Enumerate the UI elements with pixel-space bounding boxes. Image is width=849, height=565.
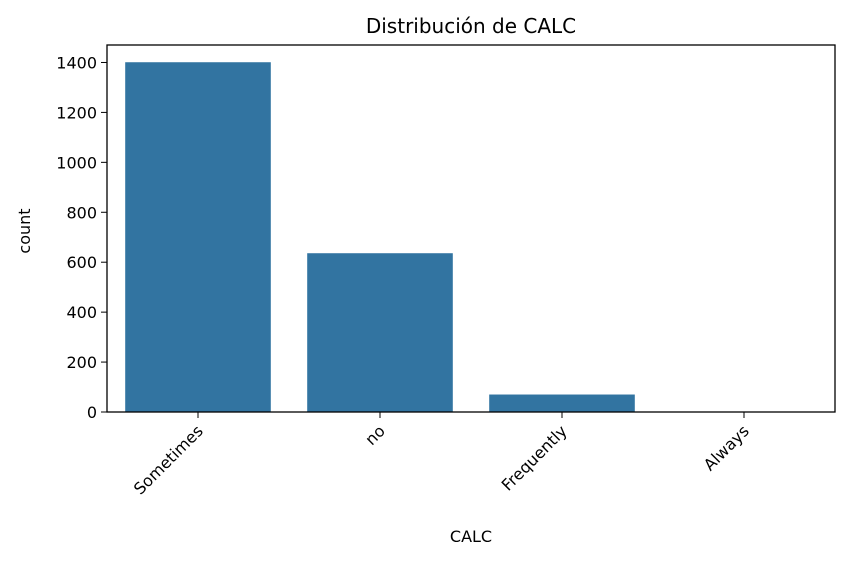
- chart-title: Distribución de CALC: [366, 14, 576, 38]
- x-axis-ticks: Sometimes no Frequently Always: [130, 412, 753, 498]
- y-axis-label: count: [15, 208, 34, 253]
- bar-no: [307, 253, 453, 412]
- x-tick-label-always: Always: [700, 421, 753, 474]
- x-axis-label: CALC: [450, 527, 492, 546]
- y-tick-label: 1200: [56, 103, 97, 122]
- bars-group: [125, 62, 817, 412]
- y-tick-label: 600: [66, 253, 97, 272]
- y-tick-label: 1400: [56, 53, 97, 72]
- bar-sometimes: [125, 62, 271, 412]
- y-tick-label: 800: [66, 203, 97, 222]
- y-tick-label: 400: [66, 303, 97, 322]
- x-tick-label-sometimes: Sometimes: [130, 421, 207, 498]
- y-tick-label: 200: [66, 353, 97, 372]
- y-tick-label: 1000: [56, 153, 97, 172]
- x-tick-label-frequently: Frequently: [498, 421, 571, 494]
- y-axis-ticks: 0 200 400 600 800 1000 1200 1400: [56, 53, 107, 422]
- y-tick-label: 0: [87, 403, 97, 422]
- bar-frequently: [489, 395, 635, 412]
- x-tick-label-no: no: [361, 421, 389, 449]
